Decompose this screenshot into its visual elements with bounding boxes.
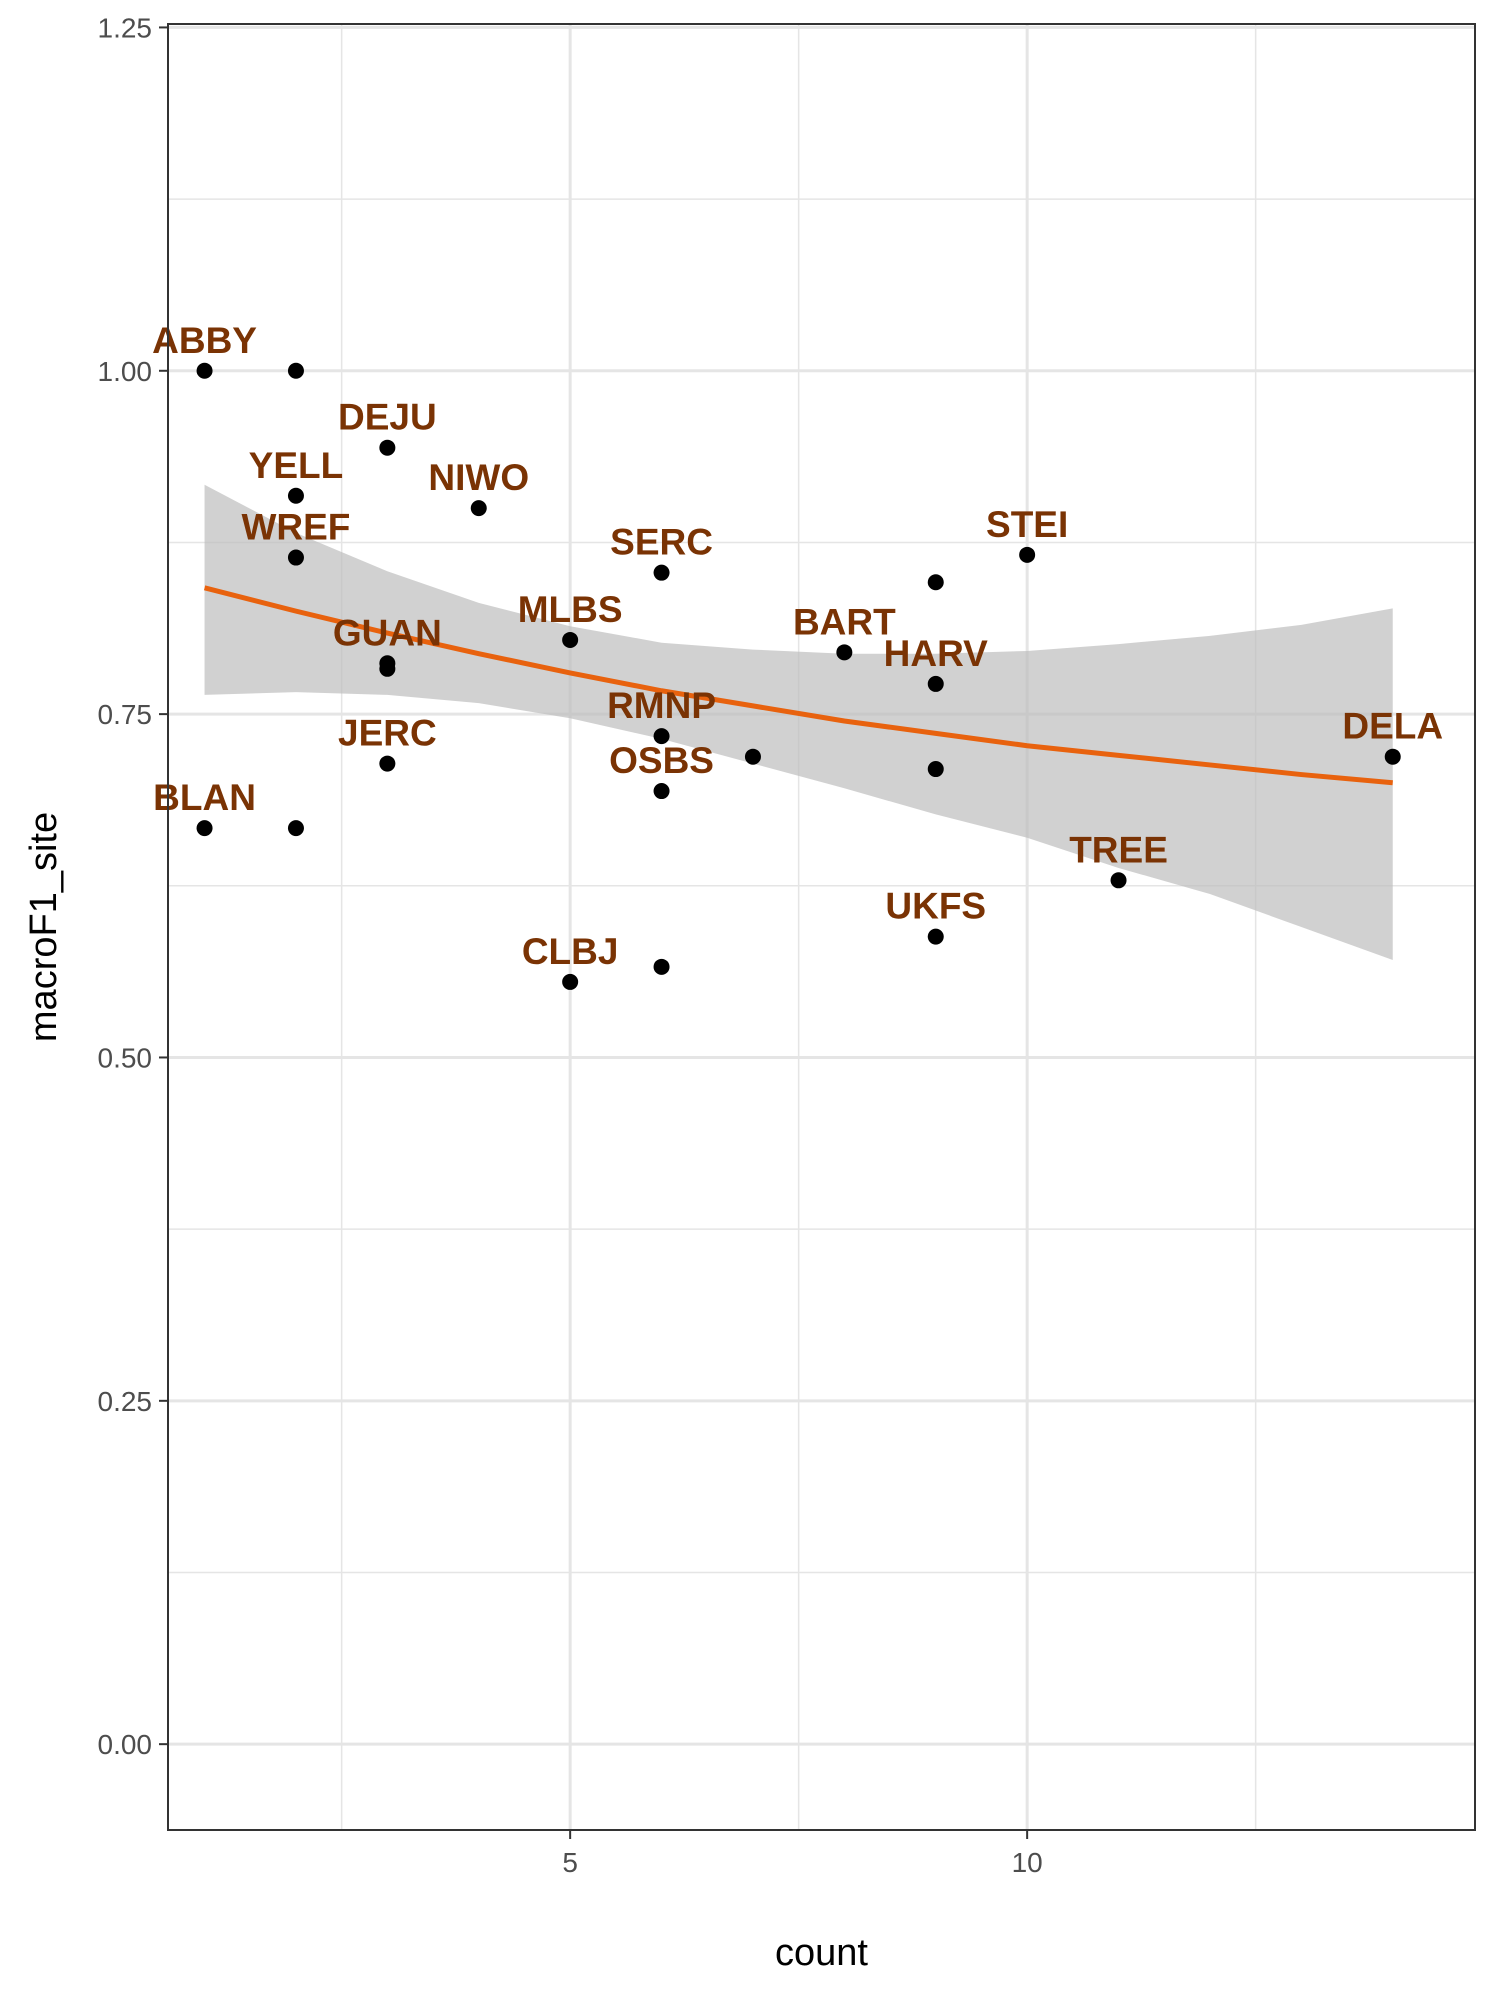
y-tick-label: 1.00 — [98, 356, 153, 387]
data-point — [287, 820, 304, 837]
data-point — [562, 973, 579, 990]
point-label: NIWO — [428, 457, 529, 498]
point-label: YELL — [249, 445, 344, 486]
data-point — [379, 755, 396, 772]
y-axis: 0.00 0.25 0.50 0.75 1.00 1.25 — [98, 12, 168, 1760]
point-label: SERC — [610, 522, 713, 563]
point-label: UKFS — [885, 886, 986, 927]
x-tick-label: 10 — [1012, 1847, 1043, 1878]
point-label: WREF — [241, 507, 350, 548]
data-point — [927, 675, 944, 692]
data-point — [927, 761, 944, 778]
point-label: BLAN — [153, 777, 256, 818]
confidence-band-layer — [204, 484, 1393, 960]
minor-gridlines — [168, 24, 1475, 1830]
y-axis-title: macroF1_site — [23, 812, 65, 1042]
x-axis-title: count — [775, 1932, 868, 1974]
y-tick-label: 1.25 — [98, 12, 153, 43]
data-point — [470, 500, 487, 517]
x-axis: 5 10 — [562, 1830, 1043, 1878]
data-point — [379, 660, 396, 677]
data-point — [927, 574, 944, 591]
point-label: JERC — [338, 713, 437, 754]
point-label: MLBS — [518, 589, 623, 630]
data-point — [653, 783, 670, 800]
data-point — [287, 549, 304, 566]
y-tick-label: 0.25 — [98, 1386, 153, 1417]
data-point — [287, 487, 304, 504]
point-label: TREE — [1069, 829, 1168, 870]
point-label: RMNP — [607, 685, 716, 726]
smooth-line-layer — [203, 585, 1393, 786]
labels-layer: ABBY DEJU YELL NIWO WREF SERC STEI MLBS BART GUAN… — [152, 320, 1443, 972]
data-point — [1019, 546, 1036, 563]
point-label: GUAN — [333, 612, 442, 653]
data-point — [653, 564, 670, 581]
x-tick-label: 5 — [562, 1847, 578, 1878]
point-label: HARV — [884, 633, 988, 674]
point-label: ABBY — [152, 320, 257, 361]
point-label: STEI — [986, 504, 1068, 545]
y-tick-label: 0.75 — [98, 699, 153, 730]
point-label: CLBJ — [522, 931, 619, 972]
data-point — [927, 928, 944, 945]
data-point — [1384, 748, 1401, 765]
data-point — [562, 631, 579, 648]
point-label: BART — [793, 601, 896, 642]
data-point — [196, 362, 213, 379]
points-layer — [196, 362, 1401, 990]
y-tick-label: 0.50 — [98, 1042, 153, 1073]
point-label: DELA — [1342, 706, 1443, 747]
y-tick-label: 0.00 — [98, 1729, 153, 1760]
data-point — [1110, 872, 1127, 889]
major-gridlines — [168, 24, 1475, 1830]
point-label: DEJU — [338, 397, 437, 438]
plot-panel-border — [167, 23, 1476, 1831]
data-point — [196, 820, 213, 837]
data-point — [653, 958, 670, 975]
point-label: OSBS — [609, 740, 714, 781]
data-point — [744, 748, 761, 765]
data-point — [653, 728, 670, 745]
confidence-band — [204, 484, 1393, 960]
data-point — [836, 644, 853, 661]
smooth-trend-line — [203, 585, 1393, 786]
data-point — [287, 362, 304, 379]
data-point — [379, 439, 396, 456]
